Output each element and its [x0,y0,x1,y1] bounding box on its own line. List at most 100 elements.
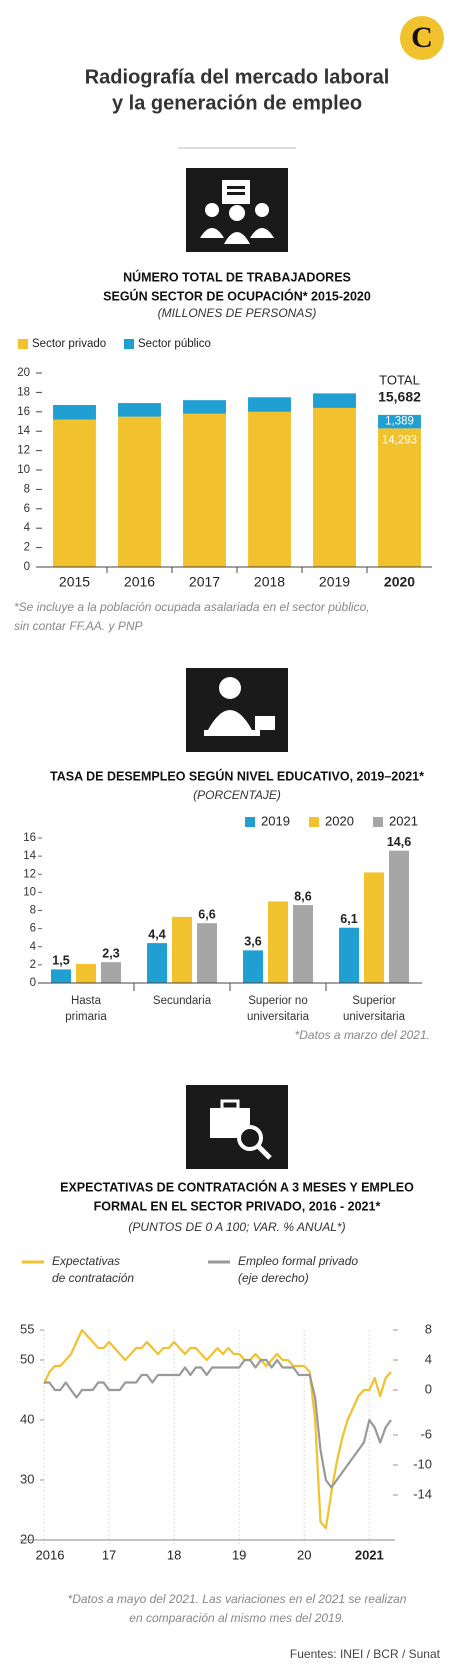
x-tick-label: 2017 [189,574,220,590]
bar [147,943,167,983]
main-title: Radiografía del mercado laboral [85,66,390,88]
total-value: 15,682 [378,389,421,405]
x-tick-label: universitaria [343,1011,406,1023]
chart-title: TASA DE DESEMPLEO SEGÚN NIVEL EDUCATIVO,… [50,768,424,783]
bar [389,850,409,983]
y-tick-label: 50 [20,1351,34,1366]
bar [293,905,313,983]
chart-subtitle: (PORCENTAJE) [193,788,281,802]
bar-segment [248,411,291,567]
chart-title: EXPECTATIVAS DE CONTRATACIÓN A 3 MESES Y… [60,1179,414,1194]
x-tick-label: 2021 [355,1547,384,1562]
legend-label: Sector público [138,338,211,350]
legend-label: Empleo formal privado [238,1254,358,1268]
bar-segment [183,413,226,567]
chart-note: en comparación al mismo mes del 2019. [129,1611,344,1625]
x-tick-label: 18 [167,1547,181,1562]
icon-workers [186,168,288,252]
y2-tick-label: 0 [425,1381,432,1396]
y-tick-label: 30 [20,1471,34,1486]
logo-badge [400,16,444,60]
chart-subtitle: (MILLONES DE PERSONAS) [158,306,317,320]
icon-unemployed [186,668,288,752]
x-tick-label: primaria [65,1011,107,1023]
value-label: 6,6 [198,907,215,921]
y-tick-label: 20 [20,1531,34,1546]
y2-tick-label: -14 [413,1486,432,1501]
legend-label: (eje derecho) [238,1271,309,1285]
value-label: 6,1 [340,912,357,926]
x-tick-label: universitaria [247,1011,310,1023]
y-tick-label: 8 [24,483,30,495]
value-label: 8,6 [294,889,311,903]
total-caption: TOTAL [379,372,420,387]
icon-search [186,1085,288,1169]
x-tick-label: Superior [352,995,396,1007]
value-label: 3,6 [244,935,261,949]
y-tick-label: 40 [20,1411,34,1426]
y-tick-label: 55 [20,1321,34,1336]
main-title: y la generación de empleo [112,92,362,114]
x-tick-label: 2016 [36,1547,65,1562]
bar [364,872,384,983]
legend-swatch [124,339,134,349]
y-tick-label: 16 [23,832,36,844]
y-tick-label: 4 [30,941,37,953]
line-series [42,1328,392,1530]
value-label: 1,5 [52,954,69,968]
y-tick-label: 0 [24,561,30,573]
bar-segment [118,403,161,417]
legend-swatch [245,817,255,827]
value-label: 1,389 [385,416,414,428]
y-tick-label: 6 [30,923,36,935]
legend-label: 2021 [389,813,418,828]
bar [243,950,263,983]
x-tick-label: 20 [297,1547,311,1562]
chart-note: *Datos a marzo del 2021. [295,1028,430,1042]
x-tick-label: 19 [232,1547,246,1562]
y-tick-label: 18 [17,386,30,398]
y-tick-label: 2 [30,959,36,971]
bar [76,963,96,983]
y-tick-label: 10 [17,464,30,476]
chart-note: *Se incluye a la población ocupada asala… [14,600,370,614]
line-series [44,1358,392,1489]
legend-swatch [18,339,28,349]
x-tick-label: 17 [102,1547,116,1562]
y-tick-label: 10 [23,886,36,898]
bar-segment [53,419,96,567]
source: Fuentes: INEI / BCR / Sunat [290,1647,441,1661]
y-tick-label: 12 [17,445,30,457]
y-tick-label: 6 [24,503,30,515]
y2-tick-label: 8 [425,1321,432,1336]
bar [339,927,359,983]
y-tick-label: 14 [17,425,30,437]
y-tick-label: 12 [23,868,36,880]
x-tick-label: 2015 [59,574,90,590]
chart-title: SEGÚN SECTOR DE OCUPACIÓN* 2015-2020 [103,288,371,303]
bar [172,916,192,983]
bar-segment [248,397,291,412]
chart-title: FORMAL EN EL SECTOR PRIVADO, 2016 - 2021… [94,1199,381,1213]
x-tick-label: 2020 [384,574,415,590]
y-tick-label: 16 [17,406,30,418]
y2-tick-label: -10 [413,1456,432,1471]
bar [101,962,121,983]
y-tick-label: 14 [23,850,36,862]
x-tick-label: 2019 [319,574,350,590]
legend-swatch [309,817,319,827]
legend-swatch [373,817,383,827]
value-label: 14,6 [387,835,411,849]
y-tick-label: 0 [30,977,36,989]
legend-label: 2020 [325,813,354,828]
chart-note: sin contar FF.AA. y PNP [14,619,143,633]
legend-label: 2019 [261,813,290,828]
x-tick-label: 2016 [124,574,155,590]
x-tick-label: Hasta [71,995,102,1007]
value-label: 14,293 [382,434,417,446]
y-tick-label: 8 [30,905,36,917]
bar-segment [378,428,421,567]
x-tick-label: 2018 [254,574,285,590]
bar-segment [313,407,356,567]
